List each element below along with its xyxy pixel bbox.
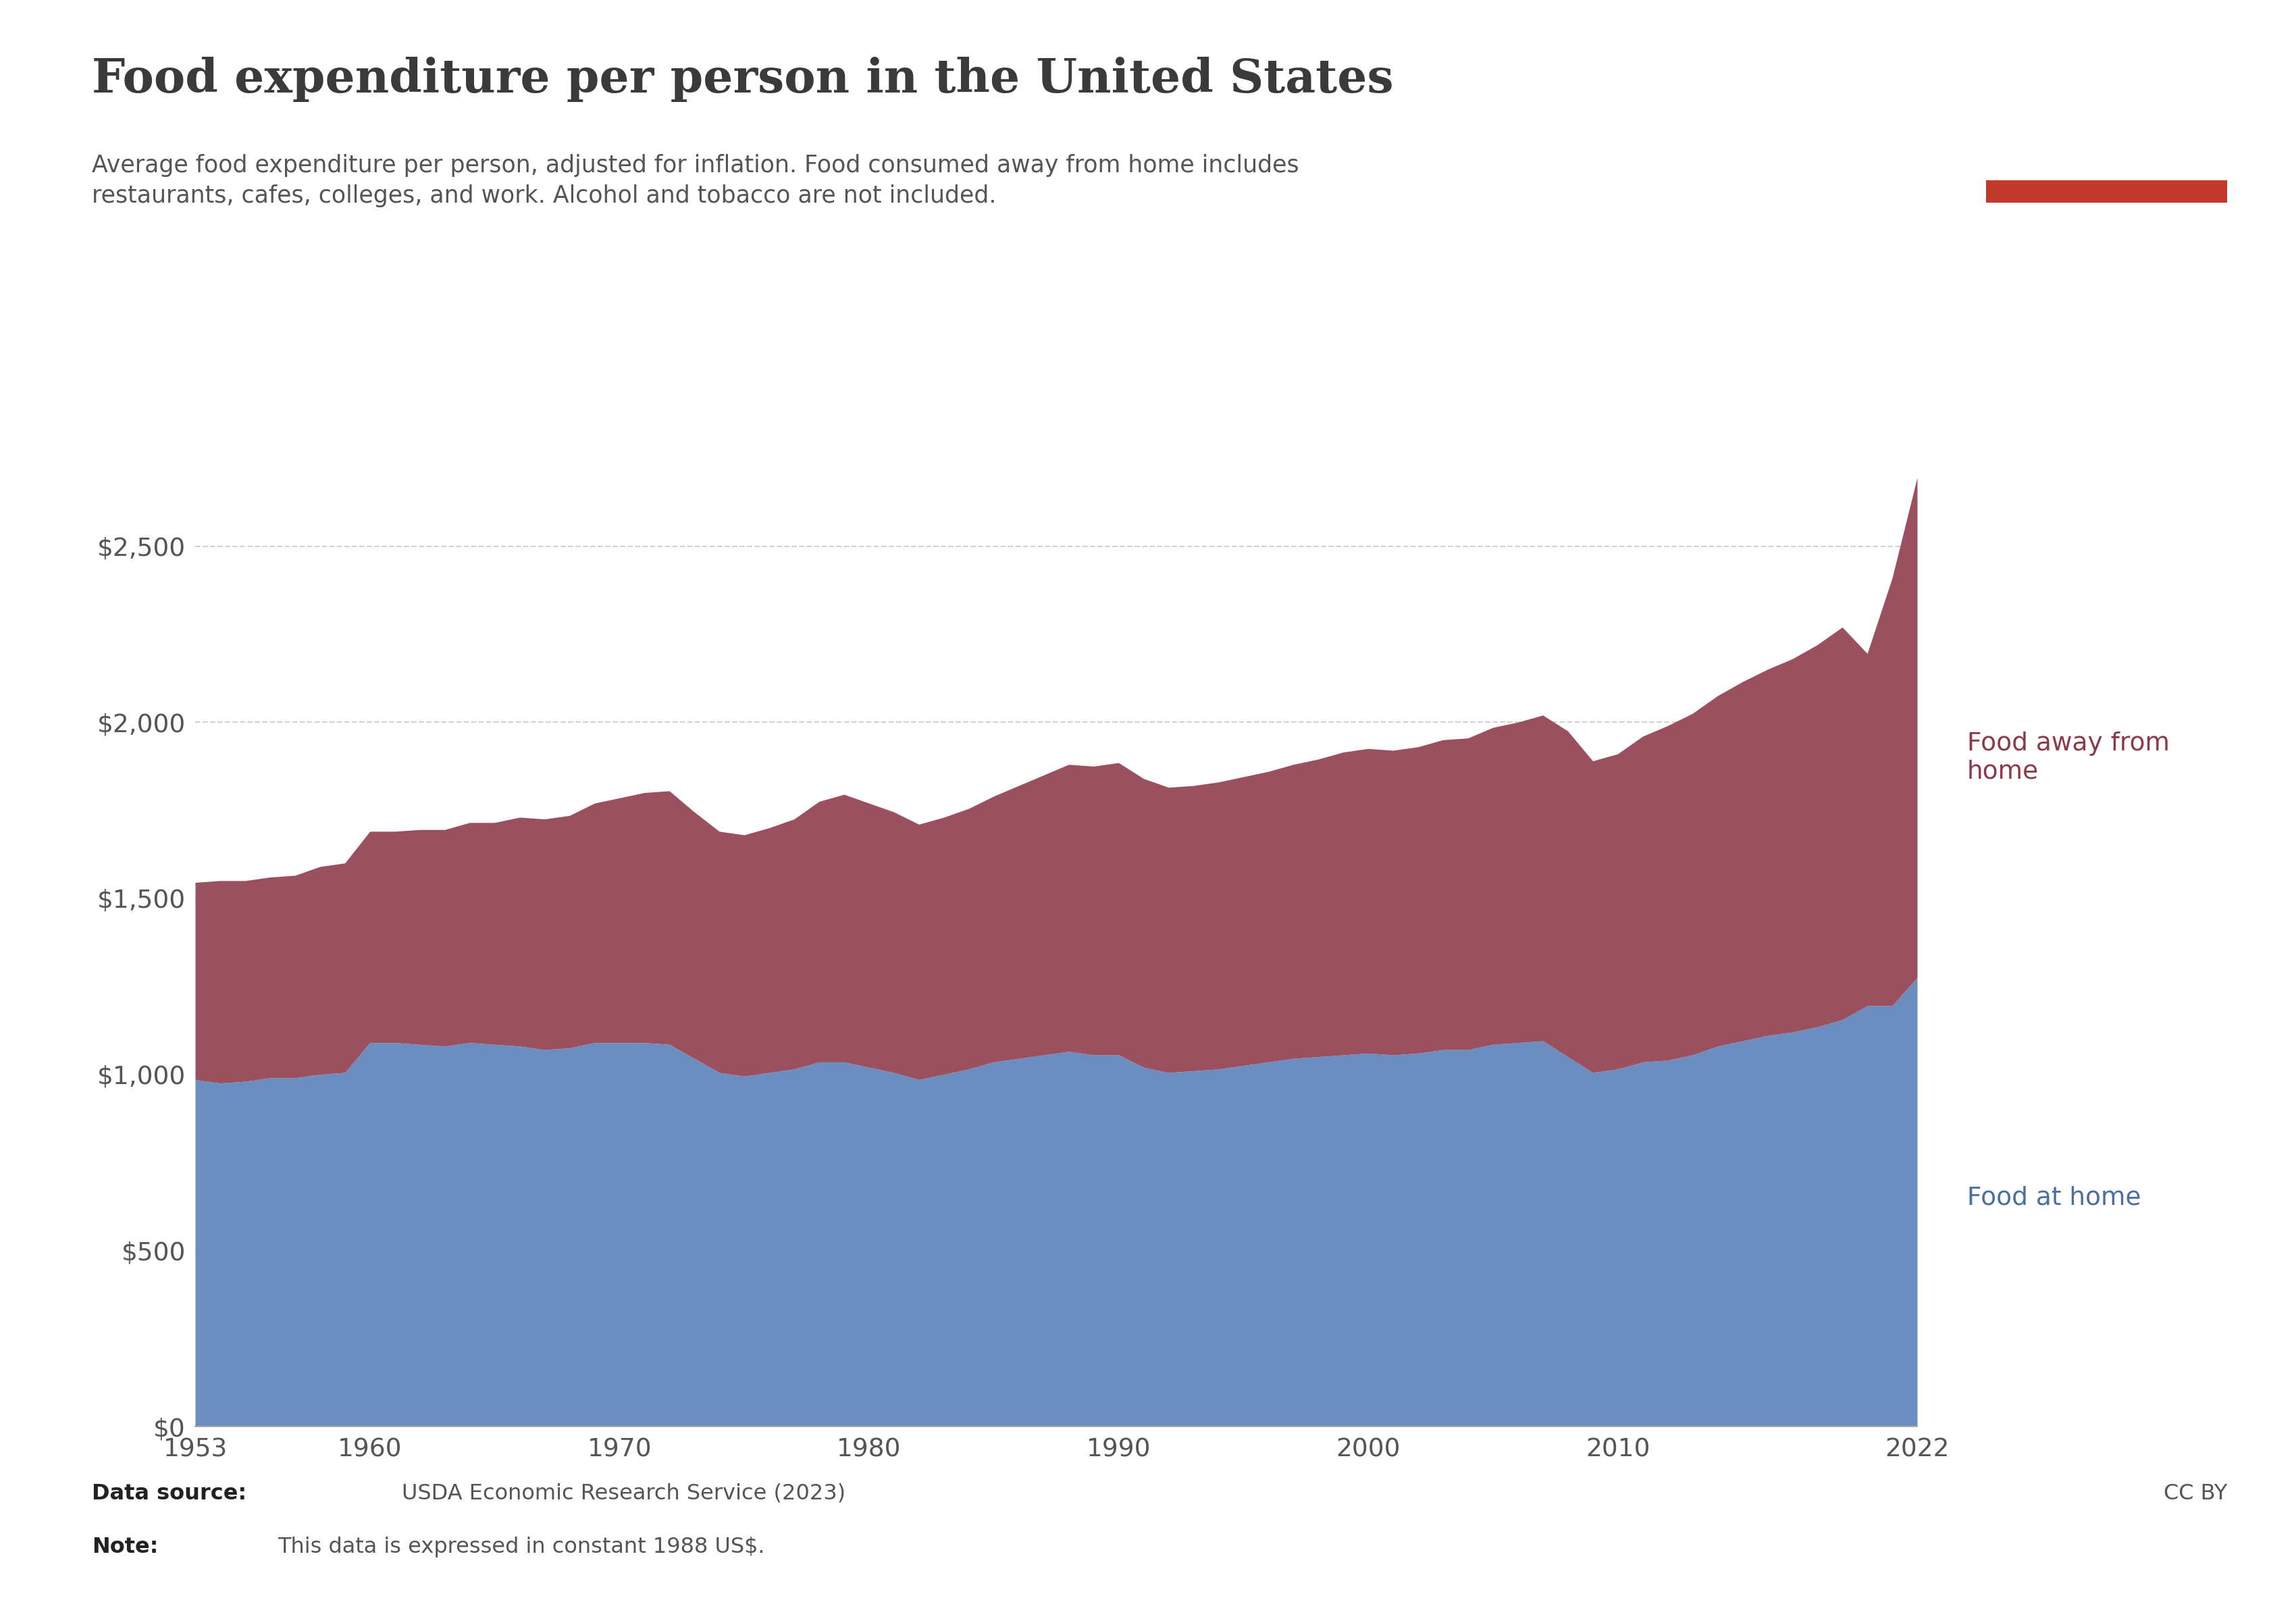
Text: USDA Economic Research Service (2023): USDA Economic Research Service (2023) xyxy=(402,1483,845,1504)
Text: CC BY: CC BY xyxy=(2163,1483,2227,1504)
Text: Our World: Our World xyxy=(2050,78,2163,96)
Text: This data is expressed in constant 1988 US$.: This data is expressed in constant 1988 … xyxy=(278,1537,765,1558)
Text: Food at home: Food at home xyxy=(1968,1185,2140,1209)
Text: Note:: Note: xyxy=(92,1537,158,1558)
Text: Average food expenditure per person, adjusted for inflation. Food consumed away : Average food expenditure per person, adj… xyxy=(92,154,1300,207)
Text: Food expenditure per person in the United States: Food expenditure per person in the Unite… xyxy=(92,57,1394,102)
Text: in Data: in Data xyxy=(2066,122,2147,141)
Text: Data source:: Data source: xyxy=(92,1483,246,1504)
Text: Food away from
home: Food away from home xyxy=(1968,731,2170,783)
Bar xyxy=(1986,180,2227,203)
